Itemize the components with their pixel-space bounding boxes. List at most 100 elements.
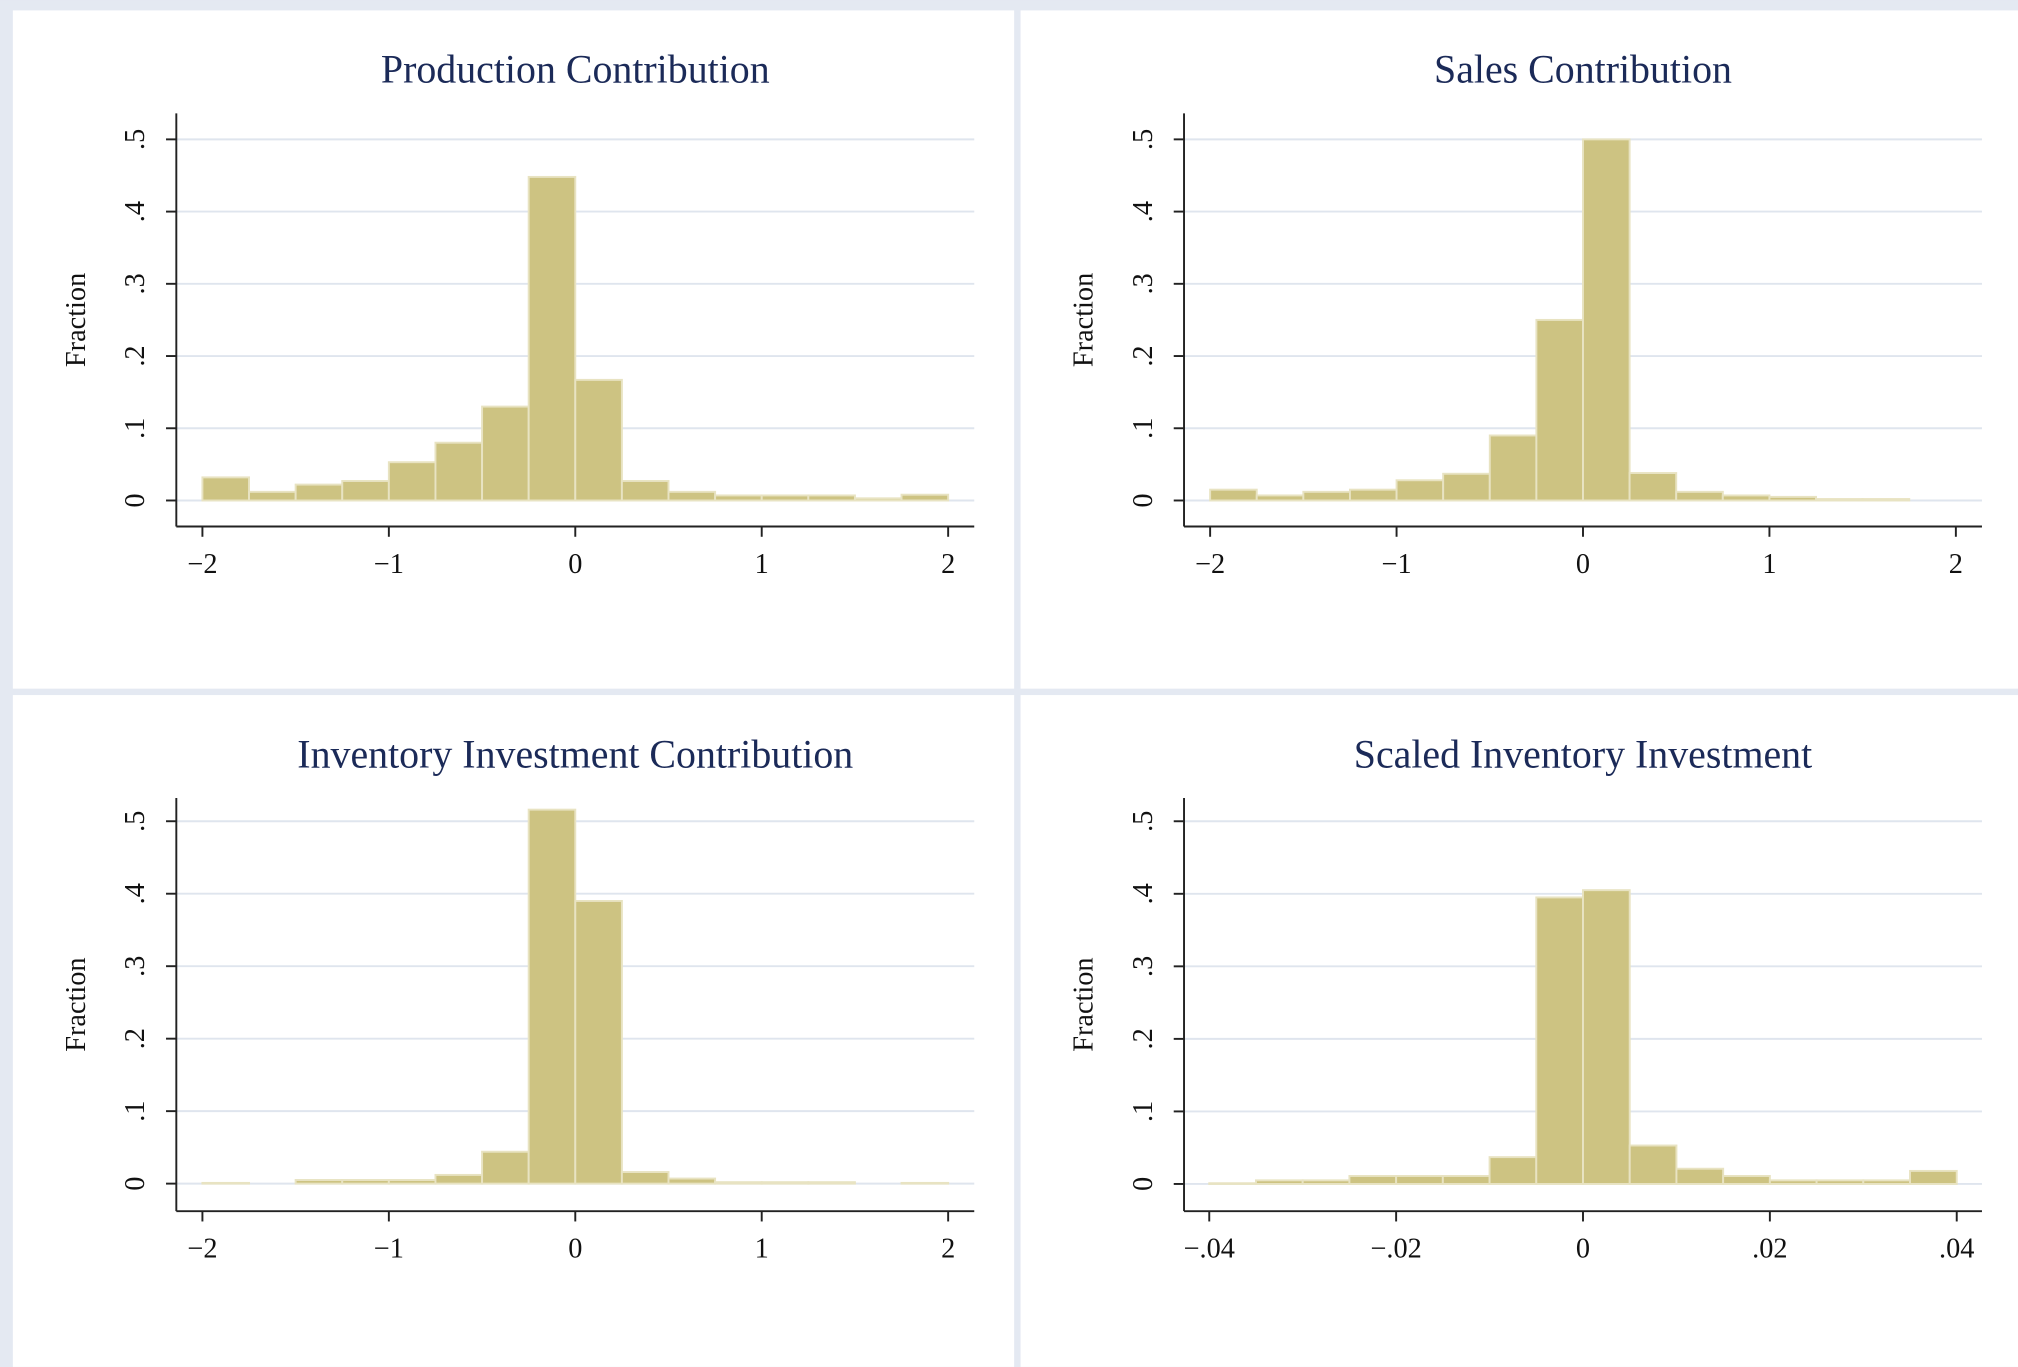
- y-tick-label: .1: [120, 418, 151, 439]
- y-tick-label: .1: [1128, 418, 1159, 439]
- x-tick-label: 1: [755, 549, 769, 580]
- bar: [1675, 490, 1724, 502]
- bar: [760, 494, 810, 502]
- panel-background: [1020, 10, 2018, 689]
- bar: [1255, 494, 1305, 502]
- bar: [434, 1173, 484, 1185]
- bar: [807, 494, 856, 502]
- y-axis-title: Fraction: [61, 273, 92, 367]
- x-tick-label: 2: [1949, 549, 1963, 580]
- x-tick-label: .04: [1939, 1234, 1974, 1265]
- bar: [853, 497, 903, 502]
- bar: [667, 1177, 717, 1185]
- bar: [387, 461, 437, 502]
- x-tick-label: .02: [1752, 1234, 1787, 1265]
- y-tick-label: .4: [120, 883, 151, 904]
- y-tick-label: .4: [120, 201, 151, 222]
- y-tick-label: .3: [1128, 273, 1159, 294]
- bar: [1815, 1179, 1865, 1185]
- bar: [201, 476, 250, 502]
- bar: [1768, 495, 1818, 502]
- y-axis-title: Fraction: [1069, 273, 1100, 367]
- x-tick-label: −2: [1195, 549, 1225, 580]
- bar: [294, 1179, 344, 1185]
- bar: [620, 480, 670, 502]
- x-tick-label: −.02: [1370, 1234, 1421, 1265]
- bar: [1395, 479, 1445, 502]
- bar: [1628, 1144, 1678, 1185]
- x-tick-label: 2: [941, 1234, 955, 1265]
- bar: [714, 1181, 763, 1185]
- panel-background: [12, 10, 1015, 689]
- y-tick-label: .4: [1128, 201, 1159, 222]
- x-tick-label: −1: [1382, 549, 1412, 580]
- bar: [1721, 494, 1771, 502]
- y-tick-label: .2: [120, 345, 151, 366]
- bar: [1301, 1179, 1351, 1185]
- bar: [1535, 318, 1584, 502]
- x-tick-label: 0: [568, 1234, 582, 1265]
- bar: [900, 1181, 950, 1185]
- y-tick-label: .1: [120, 1101, 151, 1122]
- bar: [527, 175, 577, 502]
- chart-title: Inventory Investment Contribution: [297, 731, 853, 776]
- panel: Inventory Investment Contribution Fractio…: [12, 695, 1015, 1367]
- bar: [1208, 1182, 1257, 1185]
- y-tick-label: 0: [1128, 1177, 1159, 1191]
- bar: [201, 1181, 250, 1185]
- y-tick-label: 0: [120, 493, 151, 507]
- bar: [527, 808, 577, 1185]
- y-tick-label: .2: [120, 1028, 151, 1049]
- bar: [481, 405, 530, 502]
- bar: [1441, 1175, 1491, 1185]
- bar: [1488, 434, 1538, 502]
- x-tick-label: 1: [755, 1234, 769, 1265]
- chart-title: Scaled Inventory Investment: [1354, 731, 1812, 776]
- y-tick-label: .5: [120, 129, 151, 150]
- bar: [1861, 498, 1911, 502]
- bar: [1582, 138, 1631, 502]
- x-tick-label: −2: [187, 1234, 217, 1265]
- y-tick-label: .5: [120, 811, 151, 832]
- y-tick-label: .3: [120, 273, 151, 294]
- y-tick-label: 0: [1128, 493, 1159, 507]
- bar: [294, 483, 344, 502]
- bar: [1535, 896, 1584, 1185]
- x-tick-label: −.04: [1184, 1234, 1235, 1265]
- y-tick-label: .5: [1128, 129, 1159, 150]
- bar: [1628, 472, 1678, 502]
- y-tick-label: .1: [1128, 1101, 1159, 1122]
- bar: [574, 899, 623, 1185]
- bar: [1395, 1175, 1444, 1185]
- bar: [1442, 472, 1491, 502]
- x-tick-label: −2: [187, 549, 217, 580]
- y-tick-label: .4: [1128, 883, 1159, 904]
- bar: [1768, 1179, 1818, 1185]
- y-tick-label: .5: [1128, 811, 1159, 832]
- y-tick-label: .2: [1128, 1028, 1159, 1049]
- chart-title: Sales Contribution: [1434, 47, 1732, 92]
- bar: [1488, 1156, 1538, 1185]
- bar: [387, 1179, 437, 1185]
- y-axis-title: Fraction: [1069, 957, 1100, 1051]
- bar: [1582, 889, 1631, 1185]
- bar: [900, 493, 950, 502]
- x-tick-label: 0: [1576, 1234, 1590, 1265]
- bar: [1348, 488, 1398, 502]
- bar: [1209, 488, 1258, 502]
- panel-background: [12, 695, 1015, 1367]
- bar: [248, 490, 297, 502]
- bar: [574, 378, 623, 502]
- bar: [1348, 1175, 1398, 1185]
- x-tick-label: 1: [1762, 549, 1776, 580]
- bar: [481, 1150, 530, 1185]
- bar: [1675, 1167, 1725, 1185]
- panel: Production Contribution Fraction 0 .1 .2 .3 .4…: [12, 10, 1015, 689]
- bar: [1909, 1169, 1958, 1185]
- bar: [1302, 490, 1351, 502]
- bar: [341, 1179, 390, 1185]
- y-tick-label: .3: [120, 956, 151, 977]
- chart-title: Production Contribution: [381, 47, 770, 92]
